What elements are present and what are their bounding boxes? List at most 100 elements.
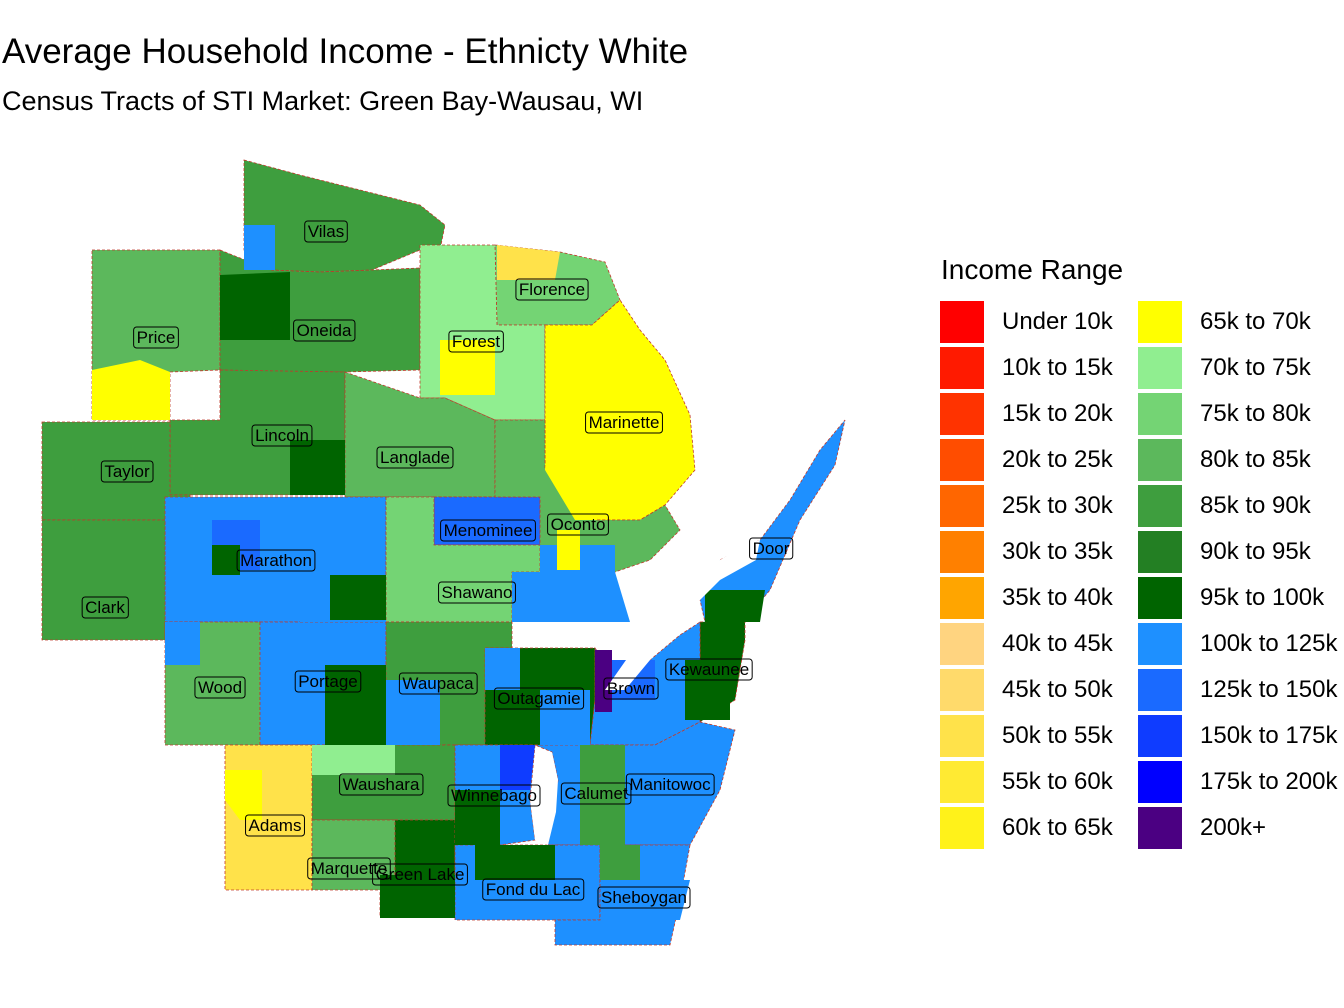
legend-label: 85k to 90k <box>1200 492 1311 519</box>
county-name: Taylor <box>104 462 150 481</box>
legend-label: 150k to 175k <box>1200 722 1338 749</box>
tract-patch <box>475 845 555 880</box>
county-label-oneida: Oneida <box>293 319 356 342</box>
county-label-box <box>665 658 753 681</box>
tract-patch <box>580 745 625 845</box>
map-title: Average Household Income - Ethnicty Whit… <box>2 32 689 71</box>
county-name: Brown <box>607 679 655 698</box>
county-label-menominee: Menominee <box>440 519 536 542</box>
county-name: Langlade <box>380 448 450 467</box>
legend-swatch <box>940 807 984 849</box>
county-label-box <box>448 330 504 353</box>
legend-label: 70k to 75k <box>1200 354 1311 381</box>
county-name: Marquette <box>311 859 388 878</box>
county-name: Calumet <box>564 784 628 803</box>
legend-title: Income Range <box>941 254 1124 285</box>
county-label-marquette: Marquette <box>307 857 391 880</box>
county-label-shawano: Shawano <box>438 581 516 604</box>
county-label-box <box>236 549 316 572</box>
legend-label: 65k to 70k <box>1200 308 1311 335</box>
county-label-clark: Clark <box>81 596 129 619</box>
county-label-box <box>438 581 516 604</box>
county-label-box <box>440 519 536 542</box>
county-label-box <box>339 773 424 796</box>
legend-swatch <box>1138 807 1182 849</box>
green-bay-water <box>530 540 760 845</box>
tract-patch <box>325 665 386 745</box>
legend-swatch <box>940 301 984 343</box>
county-name: Door <box>753 539 790 558</box>
legend-swatch <box>1138 485 1182 527</box>
county-label-calumet: Calumet <box>560 782 632 805</box>
county-region-vilas <box>243 159 446 273</box>
county-label-box <box>294 670 362 693</box>
county-region-taylor <box>41 421 191 521</box>
legend-label: 60k to 65k <box>1002 814 1113 841</box>
county-label-waushara: Waushara <box>339 773 424 796</box>
legend-label: 35k to 40k <box>1002 584 1113 611</box>
county-name: Menominee <box>444 521 533 540</box>
county-name: Marathon <box>240 551 312 570</box>
legend-swatch <box>1138 531 1182 573</box>
tract-patch <box>540 690 590 745</box>
legend-swatch <box>940 439 984 481</box>
county-label-box <box>100 460 154 483</box>
county-name: Clark <box>85 598 125 617</box>
county-name: Sheboygan <box>601 888 687 907</box>
county-label-box <box>293 319 356 342</box>
county-label-box <box>372 863 468 886</box>
legend-label: 25k to 30k <box>1002 492 1113 519</box>
county-label-sheboygan: Sheboygan <box>597 886 691 909</box>
legend-swatch <box>940 577 984 619</box>
county-label-manitowoc: Manitowoc <box>625 773 715 796</box>
county-label-box <box>603 677 659 700</box>
county-name: Outagamie <box>497 689 580 708</box>
tract-patch <box>212 545 240 575</box>
county-label-price: Price <box>133 326 179 349</box>
tract-patch <box>165 622 200 665</box>
legend-swatch <box>940 531 984 573</box>
legend-label: 100k to 125k <box>1200 630 1338 657</box>
tract-patch <box>500 745 535 790</box>
tract-patch <box>244 225 275 270</box>
tract-patch <box>92 360 170 420</box>
county-label-box <box>133 326 179 349</box>
county-label-box <box>398 672 478 695</box>
county-label-vilas: Vilas <box>304 220 348 243</box>
census-tract-map: Vilas Florence Price Oneida Forest Marinette L… <box>41 159 846 946</box>
tract-patch <box>386 680 440 745</box>
county-label-box <box>251 424 313 447</box>
county-label-portage: Portage <box>294 670 362 693</box>
legend-label: 10k to 15k <box>1002 354 1113 381</box>
tract-patch <box>705 590 765 622</box>
county-name: Oconto <box>551 515 606 534</box>
tract-patch <box>557 530 580 570</box>
county-label-box <box>597 886 691 909</box>
county-name: Florence <box>519 280 585 299</box>
county-label-winnebago: Winnebago <box>447 784 541 807</box>
county-label-box <box>625 773 715 796</box>
tract-patch <box>440 340 495 395</box>
county-name: Green Lake <box>376 865 465 884</box>
legend-swatch <box>1138 347 1182 389</box>
legend-swatch <box>940 393 984 435</box>
county-label-box <box>307 857 391 880</box>
county-label-langlade: Langlade <box>376 446 454 469</box>
legend-swatch <box>1138 439 1182 481</box>
county-label-box <box>245 814 305 837</box>
legend-label: 15k to 20k <box>1002 400 1113 427</box>
tract-patch <box>685 660 730 720</box>
tract-patch <box>600 845 640 880</box>
county-name: Waupaca <box>402 674 474 693</box>
county-label-box <box>194 676 246 699</box>
county-name: Adams <box>249 816 302 835</box>
county-name: Forest <box>452 332 500 351</box>
county-label-marinette: Marinette <box>585 411 663 434</box>
county-label-brown: Brown <box>603 677 659 700</box>
tract-patch <box>380 875 455 918</box>
legend-swatch <box>940 623 984 665</box>
legend-label: 175k to 200k <box>1200 768 1338 795</box>
legend-swatch <box>940 715 984 757</box>
legend-swatch <box>1138 761 1182 803</box>
county-label-marathon: Marathon <box>236 549 316 572</box>
